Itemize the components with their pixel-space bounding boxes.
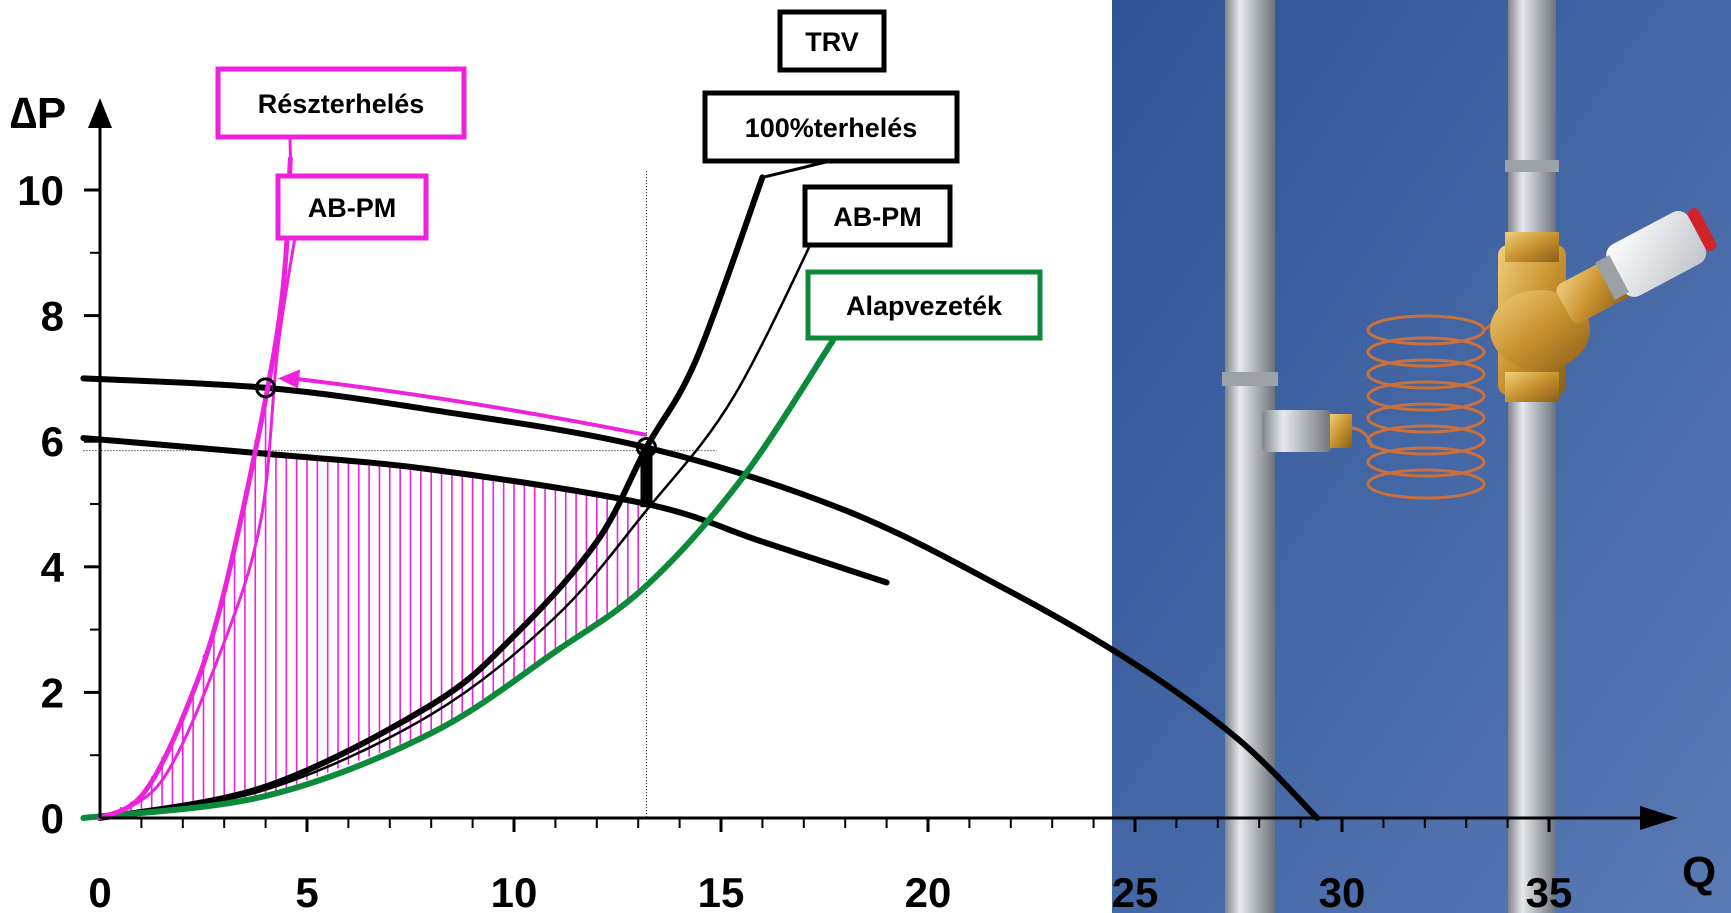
x-tick-label: 5 bbox=[295, 869, 318, 913]
series-line-system-curve-abpm bbox=[98, 213, 826, 820]
label-100-terheles-leader bbox=[762, 159, 831, 179]
shift-arrow-line bbox=[291, 376, 647, 437]
label-trv-text: TRV bbox=[805, 27, 859, 57]
x-axis-title: Q bbox=[1682, 848, 1716, 897]
y-axis-arrowhead bbox=[88, 98, 112, 128]
series-line-base-pipe bbox=[80, 337, 836, 821]
y-tick-label: 6 bbox=[41, 418, 64, 465]
operating-point bbox=[255, 377, 277, 399]
right-pipe-joint bbox=[1505, 160, 1559, 172]
y-tick-label: 10 bbox=[17, 167, 64, 214]
operating-point bbox=[635, 436, 657, 458]
x-tick-label: 15 bbox=[698, 869, 745, 913]
series-line-partial-load bbox=[97, 156, 293, 821]
y-axis-title: ∆P bbox=[10, 89, 66, 138]
photo-background bbox=[1112, 0, 1731, 913]
side-stub bbox=[1262, 410, 1332, 452]
x-tick-label: 0 bbox=[88, 869, 111, 913]
label-100-terheles-box bbox=[702, 90, 960, 164]
y-tick-label: 8 bbox=[41, 293, 64, 340]
x-axis-arrowhead bbox=[1640, 806, 1678, 830]
series-line-system-curve-trv bbox=[97, 174, 766, 821]
label-ab-pm-black-box bbox=[802, 184, 953, 248]
label-ab-pm-black-text: AB-PM bbox=[833, 202, 922, 232]
stub-nut bbox=[1330, 414, 1352, 448]
label-trv-box bbox=[777, 9, 887, 73]
x-tick-label: 35 bbox=[1526, 869, 1573, 913]
series-line-partial-load-abpm bbox=[98, 213, 301, 820]
shift-arrow-head bbox=[278, 369, 301, 389]
series-line-pump-curve-low bbox=[80, 435, 890, 586]
x-tick-label: 30 bbox=[1319, 869, 1366, 913]
label-alapvezetek-box bbox=[805, 269, 1043, 341]
valve-bottom-nut bbox=[1505, 372, 1559, 402]
valve-photo bbox=[1112, 0, 1731, 913]
series-line-pump-curve-high bbox=[80, 375, 1321, 821]
x-tick-label: 25 bbox=[1112, 869, 1159, 913]
valve-bulb bbox=[1490, 290, 1590, 370]
y-tick-label: 4 bbox=[41, 544, 65, 591]
label-reszterheles-box bbox=[215, 66, 467, 140]
x-tick-label: 10 bbox=[491, 869, 538, 913]
left-pipe bbox=[1225, 0, 1275, 913]
y-tick-label: 2 bbox=[41, 669, 64, 716]
x-tick-label: 20 bbox=[905, 869, 952, 913]
pressure-drop-bar bbox=[640, 447, 653, 508]
thermostatic-actuator bbox=[1595, 208, 1717, 300]
label-100-terheles-text: 100%terhelés bbox=[745, 113, 918, 143]
valve-top-nut bbox=[1505, 232, 1559, 262]
label-reszterheles-text: Részterhelés bbox=[258, 89, 425, 119]
left-pipe-joint bbox=[1222, 372, 1278, 386]
label-ab-pm-magenta-text: AB-PM bbox=[308, 193, 397, 223]
label-ab-pm-magenta-box bbox=[275, 173, 429, 241]
label-alapvezetek-text: Alapvezeték bbox=[846, 291, 1003, 321]
right-pipe bbox=[1508, 0, 1556, 913]
y-tick-label: 0 bbox=[41, 795, 64, 842]
